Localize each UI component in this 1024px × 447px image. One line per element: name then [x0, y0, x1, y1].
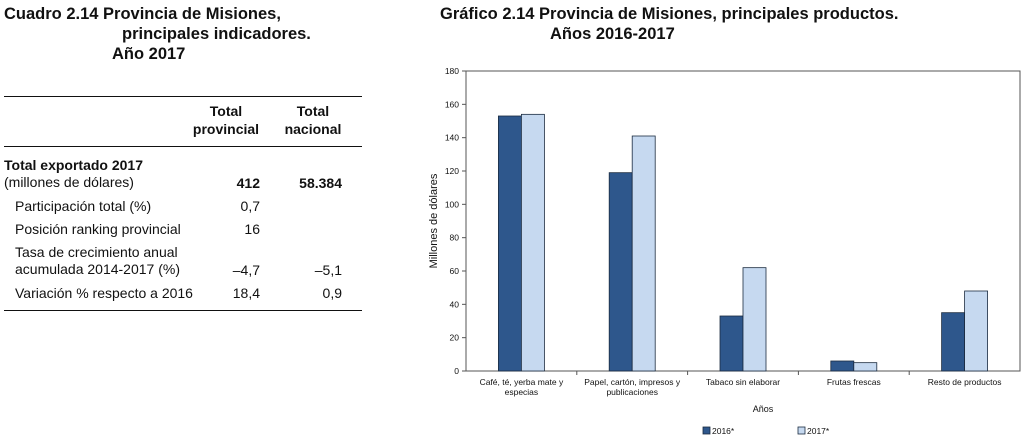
cell-provincial: –4,7 [232, 262, 260, 278]
chart-title-line2: Años 2016-2017 [550, 25, 675, 43]
table-title-line1: Cuadro 2.14 Provincia de Misiones, [4, 5, 281, 23]
cell-provincial: 16 [244, 221, 260, 237]
x-tick-label: Resto de productos [928, 377, 1002, 387]
table-title-line3: Año 2017 [112, 45, 186, 63]
chart-title-line1: Gráfico 2.14 Provincia de Misiones, prin… [440, 5, 899, 23]
bar-2017-1 [631, 135, 656, 372]
bar-2017-4 [964, 290, 988, 372]
y-tick-label: 80 [450, 233, 460, 243]
legend-swatch-2017 [797, 426, 806, 435]
cell-provincial: 0,7 [240, 198, 260, 214]
y-tick-label: 160 [445, 99, 459, 109]
x-tick-label: Frutas frescas [827, 377, 881, 387]
row-label-line1: Tasa de crecimiento anual [15, 244, 178, 260]
y-tick-label: 20 [450, 333, 460, 343]
cell-provincial: 18,4 [232, 285, 260, 301]
row-label-line2: acumulada 2014-2017 (%) [15, 261, 180, 277]
column-header-provincial-line1: Total [209, 103, 243, 119]
bar-2016-2 [719, 315, 744, 372]
bar-2016-3 [830, 360, 855, 372]
table-header-rule [4, 146, 362, 147]
table-top-rule [4, 96, 362, 97]
table-title-line2: principales indicadores. [122, 25, 311, 43]
bar-2017-3 [853, 362, 878, 372]
row-label: Total exportado 2017 (millones de dólare… [4, 157, 143, 191]
table-row-total-exportado: Total exportado 2017 (millones de dólare… [4, 157, 362, 193]
bar-2016-1 [608, 172, 633, 372]
column-header-nacional: Total nacional [278, 102, 348, 138]
row-label-line2: (millones de dólares) [4, 174, 134, 190]
row-label: Posición ranking provincial [15, 221, 181, 237]
bar-2016-0 [497, 115, 522, 372]
legend-label-2016: 2016* [712, 426, 735, 436]
y-tick-label: 100 [445, 199, 459, 209]
table-row-participacion: Participación total (%) 0,7 [4, 198, 362, 216]
legend-swatch-2016 [702, 426, 711, 435]
cell-nacional: –5,1 [314, 262, 342, 278]
table-title: Cuadro 2.14 Provincia de Misiones, princ… [4, 4, 384, 64]
x-tick-label: Tabaco sin elaborar [706, 377, 780, 387]
cell-provincial: 412 [236, 175, 260, 191]
bar-2017-0 [521, 113, 545, 372]
x-axis-label: Años [753, 404, 774, 414]
y-tick-label: 0 [454, 366, 459, 376]
y-tick-label: 120 [445, 166, 459, 176]
y-tick-label: 140 [445, 133, 459, 143]
table-row-tasa-crecimiento: Tasa de crecimiento anual acumulada 2014… [4, 244, 362, 280]
cell-nacional: 0,9 [322, 285, 342, 301]
bar-2017-2 [742, 267, 767, 372]
y-tick-label: 180 [445, 66, 459, 76]
bar-2016-4 [941, 312, 965, 372]
x-tick-label: publicaciones [606, 387, 658, 397]
column-header-provincial: Total provincial [190, 102, 262, 138]
y-tick-label: 40 [450, 299, 460, 309]
column-header-nacional-line2: nacional [284, 121, 342, 137]
column-header-provincial-line2: provincial [192, 121, 260, 137]
y-axis-label: Millones de dólares [428, 173, 440, 268]
chart-title: Gráfico 2.14 Provincia de Misiones, prin… [440, 4, 1000, 44]
table-row-variacion: Variación % respecto a 2016 18,4 0,9 [4, 285, 362, 303]
table-bottom-rule [4, 310, 362, 311]
x-tick-label: Café, té, yerba mate y [480, 377, 564, 387]
row-label-line1: Total exportado 2017 [4, 157, 144, 173]
cell-nacional: 58.384 [299, 175, 342, 191]
column-header-nacional-line1: Total [296, 103, 330, 119]
table-row-ranking: Posición ranking provincial 16 [4, 221, 362, 239]
row-label: Tasa de crecimiento anual acumulada 2014… [15, 244, 180, 278]
x-tick-label: Papel, cartón, impresos y [584, 377, 681, 387]
row-label: Variación % respecto a 2016 [15, 285, 193, 301]
y-tick-label: 60 [450, 266, 460, 276]
x-tick-label: especias [505, 387, 539, 397]
legend-label-2017: 2017* [807, 426, 830, 436]
row-label: Participación total (%) [15, 198, 152, 214]
